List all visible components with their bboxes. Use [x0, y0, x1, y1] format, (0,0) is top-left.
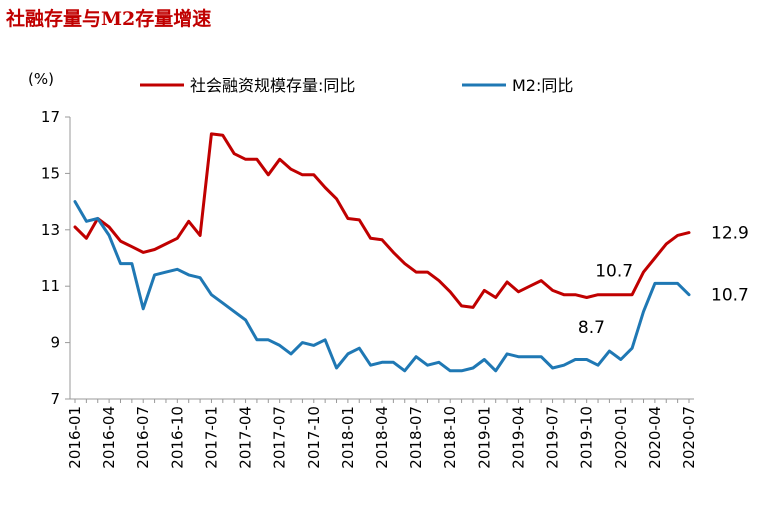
y-tick-label: 15 — [41, 164, 60, 182]
x-tick-label: 2017-01 — [202, 406, 220, 469]
y-tick-label: 9 — [50, 334, 60, 352]
x-tick-label: 2019-01 — [475, 406, 493, 469]
x-tick-label: 2020-07 — [680, 406, 698, 469]
x-tick-label: 2019-07 — [544, 406, 562, 469]
x-tick-label: 2020-01 — [612, 406, 630, 469]
x-tick-label: 2016-04 — [100, 406, 118, 469]
data-label: 12.9 — [711, 224, 749, 244]
x-tick-label: 2016-07 — [134, 406, 152, 469]
data-label: 8.7 — [578, 318, 605, 338]
y-tick-label: 7 — [50, 390, 60, 408]
series-line-m2 — [73, 200, 691, 373]
x-tick-label: 2018-04 — [373, 406, 391, 469]
legend-label-social-financing: 社会融资规模存量:同比 — [190, 76, 355, 95]
x-tick-label: 2017-04 — [237, 406, 255, 469]
x-tick-label: 2018-01 — [339, 406, 357, 469]
series-line-social-financing — [73, 132, 691, 309]
x-tick-label: 2016-01 — [66, 406, 84, 469]
x-tick-label: 2020-04 — [646, 406, 664, 469]
x-tick-label: 2016-10 — [168, 406, 186, 469]
x-tick-label: 2018-07 — [407, 406, 425, 469]
x-tick-label: 2019-04 — [509, 406, 527, 469]
data-label: 10.7 — [711, 286, 749, 306]
x-tick-label: 2017-10 — [305, 406, 323, 469]
y-tick-label: 11 — [41, 277, 60, 295]
data-label: 10.7 — [595, 262, 633, 282]
x-tick-label: 2019-10 — [578, 406, 596, 469]
y-axis-unit: (%) — [28, 70, 54, 88]
y-tick-label: 13 — [41, 221, 60, 239]
y-tick-label: 17 — [41, 108, 60, 126]
legend-label-m2: M2:同比 — [512, 76, 573, 95]
x-tick-label: 2018-10 — [441, 406, 459, 469]
chart-title: 社融存量与M2存量增速 — [6, 8, 212, 30]
x-tick-label: 2017-07 — [271, 406, 289, 469]
